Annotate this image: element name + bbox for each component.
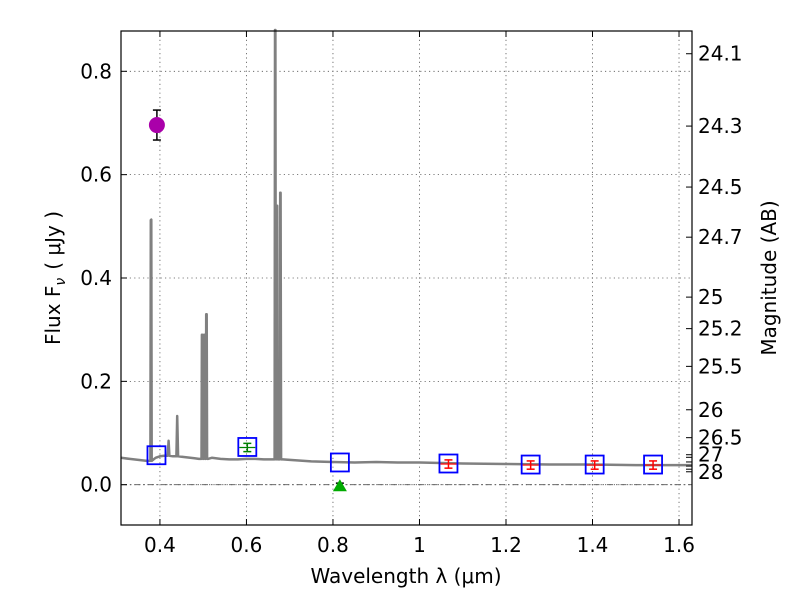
- magnitude-tick-label: 24.7: [698, 225, 743, 249]
- y-tick-label: 0.6: [80, 163, 112, 187]
- tick-labels: 0.4 0.6 0.8 1 1.2 1.4 1.6 0.0 0.2 0.4 0.6 0.8 24.1 24…: [80, 42, 742, 557]
- model-photometry-square: [237, 437, 258, 457]
- magnitude-tick-label: 24.5: [698, 175, 743, 199]
- model-photometry-square: [146, 445, 167, 466]
- x-tick-label: 1.4: [577, 533, 609, 557]
- y-axis-label-right: Magnitude (AB): [757, 200, 781, 355]
- model-photometry-square: [643, 454, 663, 475]
- model-sed-series: [120, 28, 692, 467]
- sed-line: [120, 28, 692, 467]
- x-axis-label: Wavelength λ (μm): [310, 564, 501, 588]
- y-axis-label-left: Flux Fν ( μJy ): [41, 211, 69, 345]
- axis-ticks: [121, 31, 692, 525]
- x-tick-label: 0.6: [231, 533, 263, 557]
- y-tick-label: 0.2: [80, 369, 112, 393]
- x-tick-label: 1.6: [663, 533, 695, 557]
- magnitude-tick-label: 26.5: [698, 426, 743, 450]
- model-photometry-square: [438, 453, 459, 474]
- magnitude-tick-label: 28: [698, 460, 723, 484]
- x-tick-label: 0.4: [144, 533, 176, 557]
- magnitude-tick-label: 27: [698, 443, 723, 467]
- y-tick-label: 0.0: [80, 473, 112, 497]
- y-axis-label-left-main: Flux F: [41, 286, 65, 345]
- y-tick-label: 0.8: [80, 59, 112, 83]
- magnitude-tick-label: 26: [698, 398, 723, 422]
- upper-limit-triangle: [332, 479, 347, 492]
- y-tick-label: 0.4: [80, 266, 112, 290]
- model-photometry-square: [329, 452, 350, 473]
- x-tick-label: 1: [413, 533, 426, 557]
- model-photometry-square: [584, 454, 605, 475]
- magnitude-tick-label: 24.3: [698, 114, 743, 138]
- x-tick-label: 1.2: [490, 533, 522, 557]
- magnitude-tick-label: 25.2: [698, 317, 743, 341]
- y-axis-label-left-sub: ν: [53, 278, 69, 286]
- y-axis-label-left-unit: ( μJy ): [41, 211, 65, 270]
- photometry-points: [146, 109, 663, 492]
- highlighted-point-circle: [148, 117, 165, 134]
- magnitude-tick-label: 25.5: [698, 354, 743, 378]
- magnitude-tick-label: 25: [698, 285, 723, 309]
- model-photometry-square: [520, 454, 541, 475]
- x-tick-label: 0.8: [317, 533, 349, 557]
- magnitude-tick-label: 24.1: [698, 42, 743, 66]
